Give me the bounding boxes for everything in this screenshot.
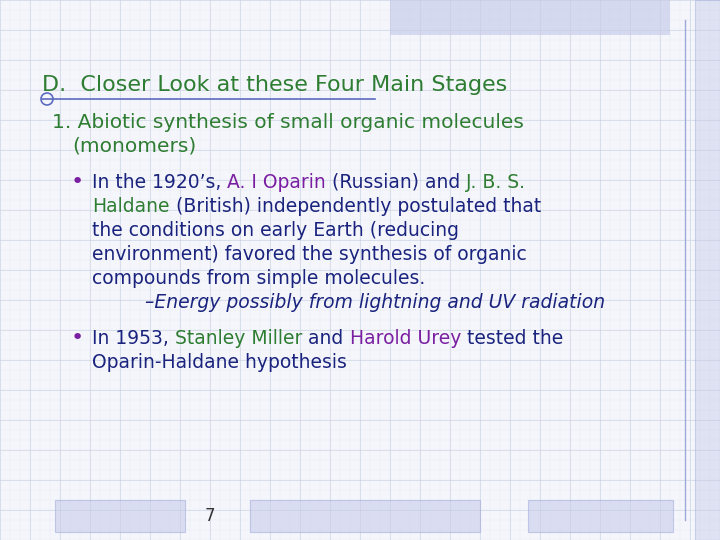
FancyBboxPatch shape bbox=[55, 500, 185, 532]
FancyBboxPatch shape bbox=[390, 0, 670, 35]
FancyBboxPatch shape bbox=[528, 500, 673, 532]
Text: Haldane: Haldane bbox=[92, 197, 169, 215]
FancyBboxPatch shape bbox=[695, 0, 720, 540]
Text: tested the: tested the bbox=[461, 328, 563, 348]
Text: D.  Closer Look at these Four Main Stages: D. Closer Look at these Four Main Stages bbox=[42, 75, 508, 95]
Text: –Energy possibly from lightning and UV radiation: –Energy possibly from lightning and UV r… bbox=[145, 293, 605, 312]
Text: 1. Abiotic synthesis of small organic molecules: 1. Abiotic synthesis of small organic mo… bbox=[52, 112, 524, 132]
Text: •: • bbox=[71, 328, 84, 348]
Text: 7: 7 bbox=[204, 507, 215, 525]
Text: In 1953,: In 1953, bbox=[92, 328, 175, 348]
Text: Stanley Miller: Stanley Miller bbox=[175, 328, 302, 348]
Text: (British) independently postulated that: (British) independently postulated that bbox=[169, 197, 541, 215]
Text: environment) favored the synthesis of organic: environment) favored the synthesis of or… bbox=[92, 245, 527, 264]
Text: the conditions on early Earth (reducing: the conditions on early Earth (reducing bbox=[92, 220, 459, 240]
FancyBboxPatch shape bbox=[250, 500, 480, 532]
Text: Oparin-Haldane hypothesis: Oparin-Haldane hypothesis bbox=[92, 353, 347, 372]
Text: compounds from simple molecules.: compounds from simple molecules. bbox=[92, 268, 426, 287]
Text: (monomers): (monomers) bbox=[72, 137, 197, 156]
Text: Harold Urey: Harold Urey bbox=[349, 328, 461, 348]
Text: and: and bbox=[302, 328, 349, 348]
Text: J. B. S.: J. B. S. bbox=[467, 172, 526, 192]
Text: (Russian) and: (Russian) and bbox=[326, 172, 467, 192]
Text: In the 1920’s,: In the 1920’s, bbox=[92, 172, 228, 192]
Text: •: • bbox=[71, 172, 84, 192]
Text: A. I Oparin: A. I Oparin bbox=[228, 172, 326, 192]
